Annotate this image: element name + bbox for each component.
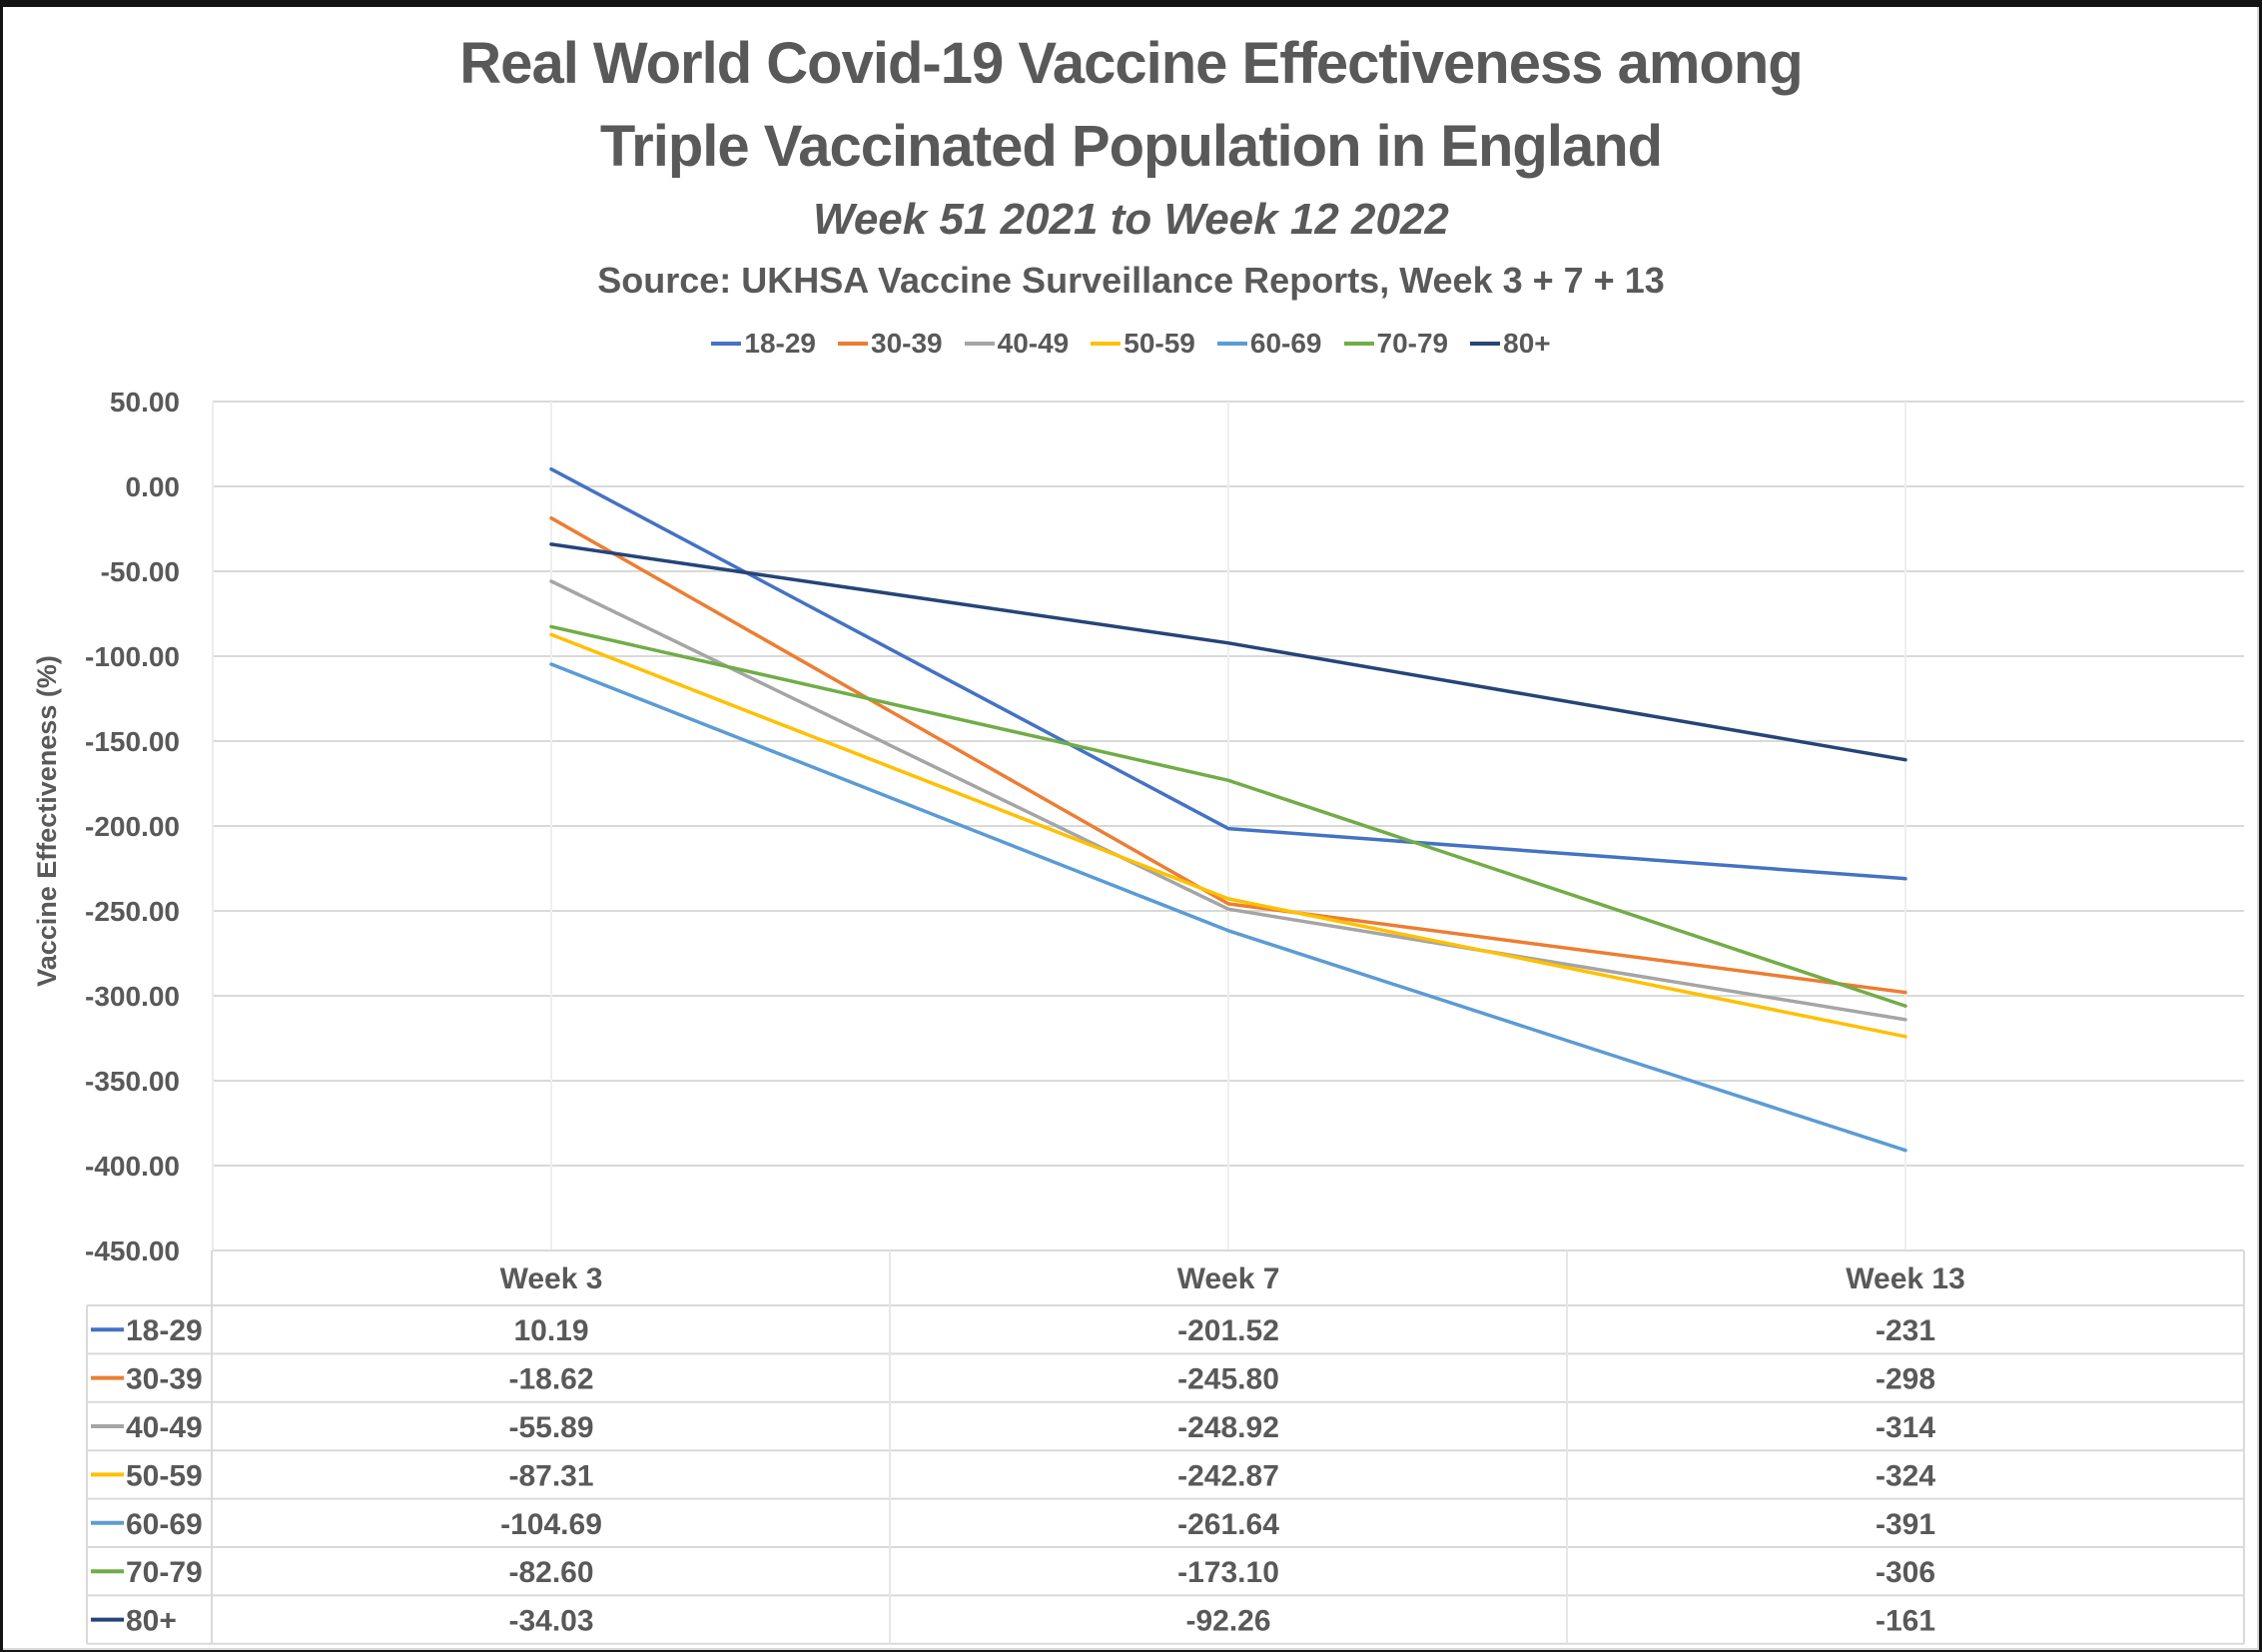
chart-frame (3, 7, 2259, 1650)
table-value-cell: -391 (1876, 1508, 1935, 1541)
y-tick-label: -250.00 (85, 896, 180, 927)
series-line-80+ (549, 542, 1907, 762)
y-tick-label: 0.00 (126, 471, 181, 502)
legend-swatch (1091, 342, 1122, 346)
chart-title-line-2: Triple Vaccinated Population in England (599, 114, 1663, 179)
table-series-label: 50-59 (126, 1459, 203, 1492)
x-category-label: Week 7 (1177, 1262, 1280, 1295)
legend-swatch (1216, 342, 1247, 346)
series-line-60-69 (549, 662, 1907, 1153)
y-tick-label: -50.00 (101, 556, 180, 587)
table-value-cell: -34.03 (508, 1605, 593, 1638)
table-series-label: 80+ (126, 1605, 177, 1638)
table-series-label: 18-29 (126, 1314, 203, 1347)
chart-title-line-1: Real World Covid-19 Vaccine Effectivenes… (459, 31, 1803, 96)
legend-item-30-39: 30-39 (838, 328, 943, 360)
legend-swatch (1470, 342, 1501, 346)
series-line-30-39 (549, 515, 1907, 995)
table-value-cell: -104.69 (500, 1508, 602, 1541)
table-value-cell: 10.19 (513, 1314, 588, 1347)
table-value-cell: -248.92 (1177, 1411, 1279, 1444)
legend-swatch (1343, 342, 1374, 346)
legend-item-50-59: 50-59 (1091, 328, 1195, 360)
table-value-cell: -306 (1876, 1556, 1935, 1589)
legend: 18-29 30-39 40-49 50-59 60-69 70-79 80+ (0, 328, 2262, 360)
table-value-cell: -92.26 (1185, 1605, 1270, 1638)
legend-label: 70-79 (1376, 328, 1449, 359)
x-category-label: Week 13 (1846, 1262, 1965, 1295)
y-tick-label: -450.00 (85, 1236, 180, 1266)
y-tick-label: -350.00 (85, 1066, 180, 1097)
table-value-cell: -82.60 (508, 1556, 593, 1589)
legend-label: 60-69 (1249, 328, 1322, 359)
table-value-cell: -245.80 (1177, 1363, 1279, 1396)
legend-label: 40-49 (997, 328, 1070, 359)
table-value-cell: -161 (1876, 1605, 1935, 1638)
y-tick-label: -100.00 (85, 641, 180, 672)
y-axis-title: Vaccine Effectiveness (%) (32, 655, 62, 987)
y-tick-label: -200.00 (85, 811, 180, 842)
table-value-cell: -242.87 (1177, 1459, 1279, 1492)
table-value-cell: -324 (1876, 1459, 1935, 1492)
table-value-cell: -298 (1876, 1363, 1935, 1396)
table-value-cell: -261.64 (1177, 1508, 1279, 1541)
legend-item-60-69: 60-69 (1216, 328, 1322, 360)
legend-swatch (964, 342, 995, 346)
y-tick-label: -400.00 (85, 1151, 180, 1182)
chart-subtitle: Week 51 2021 to Week 12 2022 (813, 195, 1449, 244)
series-line-40-49 (549, 579, 1907, 1022)
legend-label: 30-39 (871, 328, 943, 359)
legend-item-80+: 80+ (1470, 328, 1551, 360)
y-tick-label: -300.00 (85, 981, 180, 1012)
table-series-label: 30-39 (126, 1363, 203, 1396)
legend-label: 80+ (1503, 328, 1551, 359)
x-category-label: Week 3 (500, 1262, 603, 1295)
table-series-label: 60-69 (126, 1508, 203, 1541)
table-value-cell: -87.31 (508, 1459, 593, 1492)
legend-swatch (838, 342, 868, 346)
table-value-cell: -201.52 (1177, 1314, 1279, 1347)
series-line-70-79 (549, 624, 1907, 1008)
legend-item-18-29: 18-29 (711, 328, 816, 360)
table-series-label: 70-79 (126, 1556, 203, 1589)
table-value-cell: -173.10 (1177, 1556, 1279, 1589)
table-value-cell: -55.89 (508, 1411, 593, 1444)
chart-source: Source: UKHSA Vaccine Surveillance Repor… (597, 260, 1665, 301)
legend-item-70-79: 70-79 (1343, 328, 1449, 360)
table-value-cell: -314 (1876, 1411, 1935, 1444)
legend-label: 18-29 (744, 328, 816, 359)
table-series-label: 40-49 (126, 1411, 203, 1444)
legend-item-40-49: 40-49 (964, 328, 1070, 360)
table-value-cell: -18.62 (508, 1363, 593, 1396)
legend-swatch (711, 342, 742, 346)
y-tick-label: 50.00 (110, 387, 180, 417)
y-tick-label: -150.00 (85, 726, 180, 757)
legend-label: 50-59 (1124, 328, 1195, 359)
table-value-cell: -231 (1876, 1314, 1935, 1347)
series-line-50-59 (549, 632, 1907, 1039)
series-line-18-29 (549, 466, 1907, 881)
